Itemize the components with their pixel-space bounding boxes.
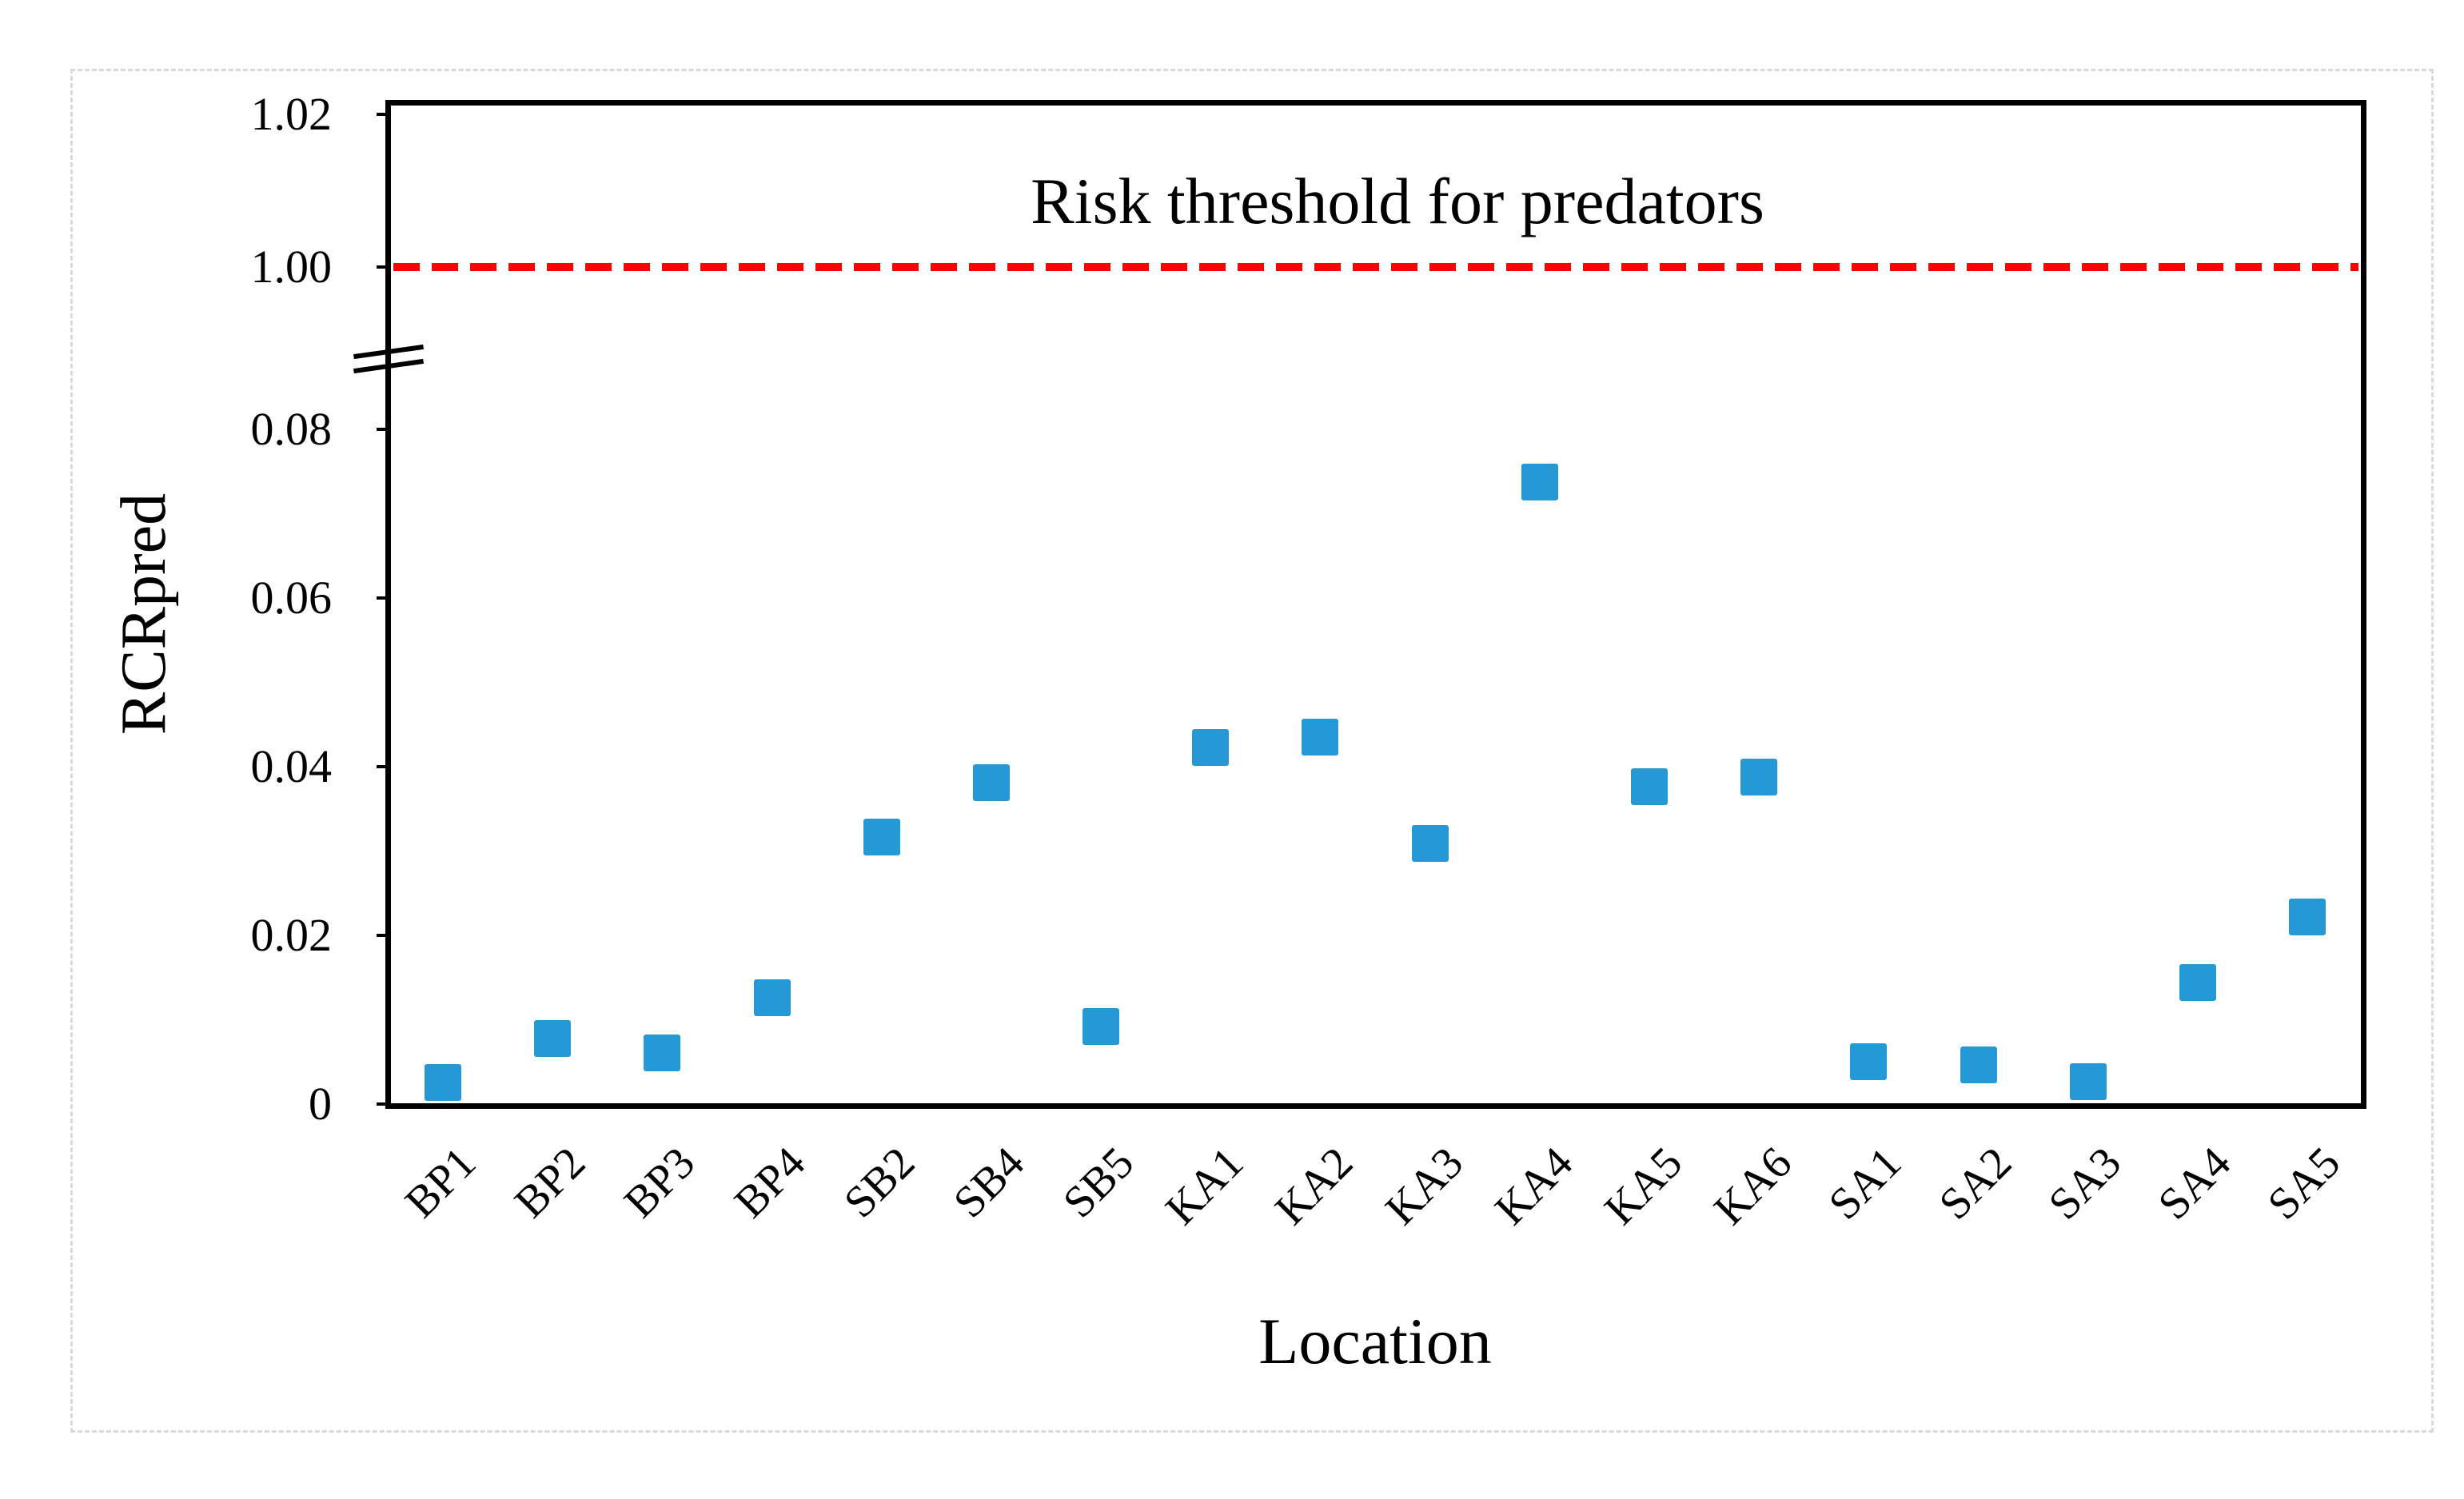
x-category-label: BP2 bbox=[505, 1138, 596, 1228]
x-category-label: BP1 bbox=[396, 1138, 486, 1228]
data-point-marker bbox=[644, 1034, 681, 1071]
x-category-label: KA2 bbox=[1266, 1138, 1363, 1235]
y-tick-label: 0.02 bbox=[250, 909, 333, 961]
y-tick-mark bbox=[377, 113, 388, 116]
x-category-label: SB2 bbox=[834, 1138, 924, 1228]
x-category-label: SB4 bbox=[943, 1138, 1035, 1228]
data-point-marker bbox=[1411, 825, 1449, 862]
y-tick-label: 0.06 bbox=[250, 572, 333, 624]
data-point-marker bbox=[1630, 768, 1668, 806]
x-category-label: SA4 bbox=[2148, 1138, 2241, 1230]
x-category-label: SB5 bbox=[1054, 1138, 1144, 1228]
data-point-marker bbox=[1302, 719, 1339, 756]
data-point-marker bbox=[863, 818, 900, 855]
y-tick-mark bbox=[377, 265, 388, 269]
data-point-marker bbox=[972, 764, 1010, 802]
x-category-label: KA6 bbox=[1704, 1138, 1802, 1235]
y-tick-mark bbox=[377, 765, 388, 768]
y-tick-mark bbox=[377, 1102, 388, 1106]
data-point-marker bbox=[2069, 1062, 2107, 1100]
data-point-marker bbox=[753, 979, 791, 1017]
y-tick-label: 0.04 bbox=[250, 740, 333, 792]
x-category-label: SA1 bbox=[1820, 1138, 1912, 1230]
threshold-annotation: Risk threshold for predators bbox=[1031, 165, 1764, 237]
threshold-dashed-line bbox=[393, 263, 2358, 271]
y-tick-label: 1.02 bbox=[250, 88, 333, 140]
x-category-label: KA5 bbox=[1595, 1138, 1693, 1235]
x-category-label: KA1 bbox=[1156, 1138, 1254, 1235]
data-point-marker bbox=[534, 1019, 572, 1057]
data-point-marker bbox=[2179, 964, 2216, 1002]
data-point-marker bbox=[1192, 728, 1230, 766]
y-tick-mark bbox=[377, 428, 388, 431]
data-point-marker bbox=[1082, 1007, 1120, 1045]
x-category-label: BP4 bbox=[724, 1138, 815, 1228]
x-axis-title: Location bbox=[1258, 1305, 1492, 1377]
y-tick-label: 0 bbox=[309, 1078, 332, 1130]
y-tick-mark bbox=[377, 596, 388, 600]
data-point-marker bbox=[1850, 1043, 1888, 1081]
plot-area bbox=[385, 100, 2366, 1109]
x-category-label: SA5 bbox=[2258, 1138, 2350, 1230]
x-category-label: SA2 bbox=[1929, 1138, 2021, 1230]
y-tick-mark bbox=[377, 934, 388, 937]
data-point-marker bbox=[425, 1063, 461, 1101]
data-point-marker bbox=[1960, 1047, 1997, 1084]
x-category-label: BP3 bbox=[615, 1138, 705, 1228]
x-category-label: KA3 bbox=[1375, 1138, 1473, 1235]
y-tick-label: 0.08 bbox=[250, 403, 333, 455]
data-point-marker bbox=[1521, 464, 1558, 501]
y-axis-title: RCRpred bbox=[109, 492, 179, 736]
x-category-label: SA3 bbox=[2039, 1138, 2131, 1230]
y-tick-label: 1.00 bbox=[250, 241, 333, 293]
data-point-marker bbox=[2289, 898, 2326, 935]
x-category-label: KA4 bbox=[1485, 1138, 1582, 1235]
data-point-marker bbox=[1740, 758, 1778, 795]
